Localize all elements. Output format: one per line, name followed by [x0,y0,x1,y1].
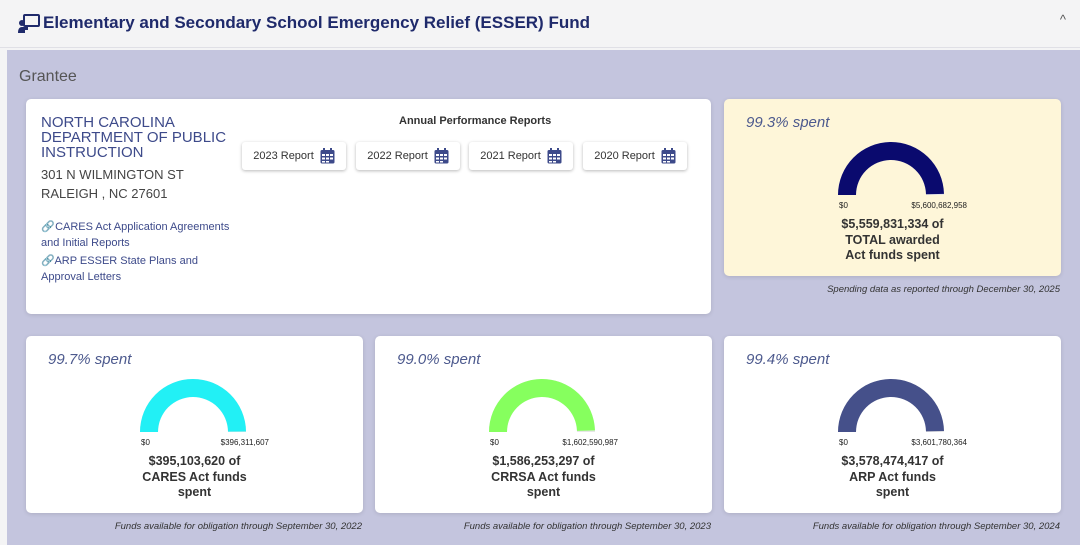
cares-documents-link[interactable]: 🔗 CARES Act Application Agreements and I… [41,219,236,251]
amount-line: $5,559,831,334 of [841,217,944,231]
report-2020-button[interactable]: 2020 Report [583,142,687,170]
total-spending-card: 99.3% spent $0 $5,600,682,958 $5,559,831… [724,99,1061,276]
link-icon: 🔗 [41,255,55,267]
spending-gauge [838,378,944,432]
gauge-max-label: $3,601,780,364 [911,438,967,447]
gauge-max-label: $1,602,590,987 [562,438,618,447]
amount-line: $3,578,474,417 of [841,454,944,468]
cares-spending-card: 99.7% spent $0 $396,311,607 $395,103,620… [26,336,363,513]
address-line-1: 301 N WILMINGTON ST [41,167,184,182]
teacher-board-icon [18,14,40,33]
arp-plans-link-label: ARP ESSER State Plans and Approval Lette… [41,255,198,283]
spending-gauge [140,379,246,432]
percent-spent-label: 99.0% spent [397,351,481,368]
crrsa-spending-card: 99.0% spent $0 $1,602,590,987 $1,586,253… [375,336,712,513]
gauge-fill [838,142,944,195]
gauge-fill [838,378,944,432]
calendar-icon [434,148,449,164]
amount-spent-text: $5,559,831,334 of TOTAL awarded Act fund… [724,217,1061,264]
address-line-2: RALEIGH , NC 27601 [41,186,168,201]
spending-gauge [838,142,944,195]
cares-obligation-note: Funds available for obligation through S… [114,521,362,532]
amount-line: $395,103,620 of [148,454,241,468]
percent-spent-label: 99.4% spent [746,351,830,368]
report-button-label: 2023 Report [253,150,314,162]
collapse-chevron-icon[interactable]: ^ [1059,12,1066,27]
report-button-label: 2020 Report [594,150,655,162]
spending-data-note: Spending data as reported through Decemb… [827,284,1060,295]
report-2023-button[interactable]: 2023 Report [242,142,346,170]
page-title: Elementary and Secondary School Emergenc… [43,13,590,32]
amount-line: Act funds spent [845,248,940,262]
spending-gauge [489,378,595,432]
gauge-min-label: $0 [839,438,848,447]
calendar-icon [661,148,676,164]
amount-line: spent [526,485,561,499]
gauge-max-label: $396,311,607 [220,438,269,447]
crrsa-obligation-note: Funds available for obligation through S… [463,521,711,532]
arp-plans-link[interactable]: 🔗 ARP ESSER State Plans and Approval Let… [41,253,236,285]
amount-spent-text: $1,586,253,297 of CRRSA Act funds spent [375,454,712,501]
calendar-icon [320,148,335,164]
gauge-max-label: $5,600,682,958 [911,201,967,210]
report-button-label: 2021 Report [480,150,541,162]
amount-spent-text: $3,578,474,417 of ARP Act funds spent [724,454,1061,501]
amount-line: ARP Act funds [849,469,936,484]
section-header[interactable]: Elementary and Secondary School Emergenc… [0,0,1080,48]
amount-line: spent [875,485,910,499]
report-button-label: 2022 Report [367,150,428,162]
gauge-min-label: $0 [490,438,499,447]
amount-line: $1,586,253,297 of [492,454,595,468]
amount-line: CRRSA Act funds [491,469,596,484]
percent-spent-label: 99.3% spent [746,114,830,131]
percent-spent-label: 99.7% spent [48,351,132,368]
amount-line: TOTAL awarded [845,232,940,247]
report-2022-button[interactable]: 2022 Report [356,142,460,170]
amount-spent-text: $395,103,620 of CARES Act funds spent [26,454,363,501]
gauge-min-label: $0 [141,438,150,447]
arp-obligation-note: Funds available for obligation through S… [812,521,1060,532]
gauge-fill [489,378,595,432]
link-icon: 🔗 [41,221,55,233]
gauge-min-label: $0 [839,201,848,210]
amount-line: spent [177,485,212,499]
amount-line: CARES Act funds [142,469,247,484]
calendar-icon [547,148,562,164]
grantee-section-label: Grantee [19,68,77,85]
gauge-fill [140,379,246,432]
arp-spending-card: 99.4% spent $0 $3,601,780,364 $3,578,474… [724,336,1061,513]
annual-reports-title: Annual Performance Reports [399,115,552,127]
cares-documents-link-label: CARES Act Application Agreements and Ini… [41,221,230,249]
report-2021-button[interactable]: 2021 Report [469,142,573,170]
grantee-info-card: NORTH CAROLINA DEPARTMENT OF PUBLIC INST… [26,99,711,314]
grantee-org-name: NORTH CAROLINA DEPARTMENT OF PUBLIC INST… [41,114,227,161]
